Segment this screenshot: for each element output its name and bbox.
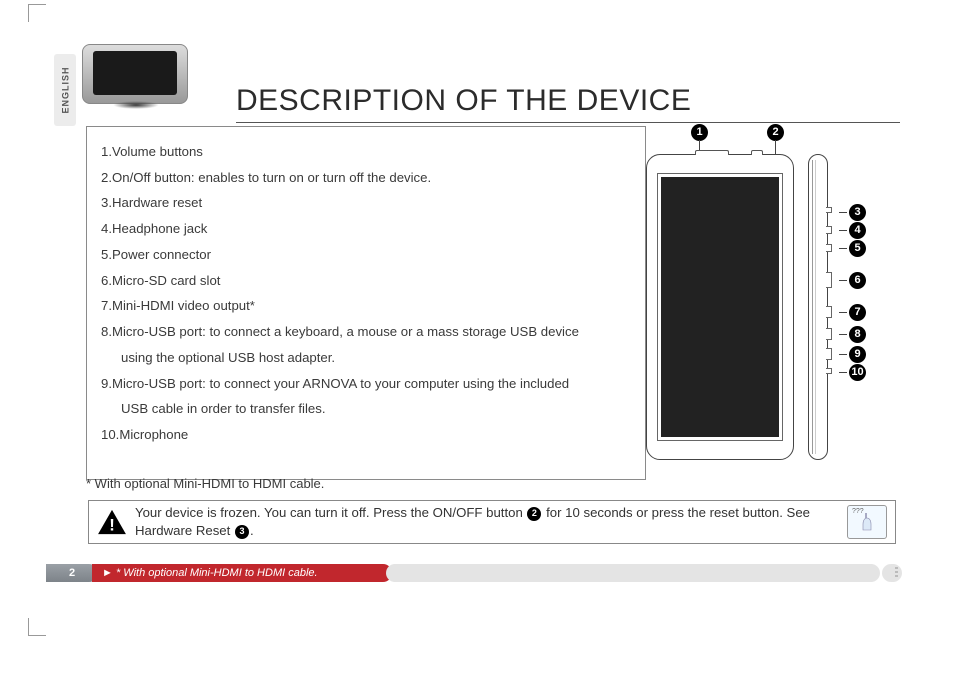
side-callout: 8 [839,326,866,343]
side-shell [808,154,828,460]
side-port [826,306,832,318]
callout-number: 9 [849,346,866,363]
description-item: 1.Volume buttons [101,139,631,165]
side-port [826,226,832,234]
warning-box: ! Your device is frozen. You can turn it… [88,500,896,544]
crop-mark-bl [28,618,46,636]
callout-number: 6 [849,272,866,289]
callout-lead [839,280,847,281]
top-callout-row: 1 2 [661,126,831,154]
side-port [826,272,832,288]
side-callout: 7 [839,304,866,321]
description-item: 2.On/Off button: enables to turn on or t… [101,165,631,191]
side-callout: 4 [839,222,866,239]
footer-bar: 2 ► * With optional Mini-HDMI to HDMI ca… [46,564,902,582]
description-item: 7.Mini-HDMI video output* [101,293,631,319]
warning-post: . [250,523,254,538]
language-label: ENGLISH [60,66,70,113]
footer-note: ► * With optional Mini-HDMI to HDMI cabl… [92,564,392,582]
page-number: 2 [46,564,98,582]
description-list: 1.Volume buttons2.On/Off button: enables… [86,126,646,480]
callout-number: 7 [849,304,866,321]
device-side-diagram [804,154,836,460]
description-item: 3.Hardware reset [101,190,631,216]
footnote: * With optional Mini-HDMI to HDMI cable. [86,476,324,491]
crop-mark-tl [28,4,46,22]
callout-lead [839,230,847,231]
side-callout: 9 [839,346,866,363]
callout-1: 1 [691,124,708,141]
side-port [826,348,832,360]
side-port [826,207,832,213]
description-item: 8.Micro-USB port: to connect a keyboard,… [101,319,631,345]
callout-number: 3 [849,204,866,221]
description-item: 9.Micro-USB port: to connect your ARNOVA… [101,371,631,397]
side-callout: 6 [839,272,866,289]
description-item: 6.Micro-SD card slot [101,268,631,294]
side-callout: 5 [839,240,866,257]
svg-text:!: ! [109,515,115,534]
footer-endcap [882,564,902,582]
description-item: USB cable in order to transfer files. [101,396,631,422]
manual-page: ENGLISH DESCRIPTION OF THE DEVICE 1.Volu… [46,6,946,632]
warning-icon: ! [97,509,127,535]
device-thumbnail [82,44,188,104]
side-callout: 10 [839,364,866,381]
description-item: 5.Power connector [101,242,631,268]
footer-fill [386,564,880,582]
callout-2: 2 [767,124,784,141]
warning-pre: Your device is frozen. You can turn it o… [135,505,526,520]
language-tab: ENGLISH [54,54,76,126]
description-item: using the optional USB host adapter. [101,345,631,371]
callout-number: 10 [849,364,866,381]
page-title: DESCRIPTION OF THE DEVICE [236,84,691,118]
side-callout: 3 [839,204,866,221]
description-item: 10.Microphone [101,422,631,448]
callout-lead [839,248,847,249]
side-callout-column: 345 6 7 8 910 [839,154,865,460]
warning-ref-2: 2 [527,507,541,521]
power-button-outline [751,150,763,155]
device-front-diagram [646,154,794,460]
callout-number: 8 [849,326,866,343]
thumbnail-shadow [113,101,159,109]
question-marks: ??? [852,508,864,515]
side-port [826,368,832,374]
callout-lead [839,312,847,313]
side-port [826,328,832,340]
callout-lead [839,212,847,213]
warning-ref-3: 3 [235,525,249,539]
warning-text: Your device is frozen. You can turn it o… [135,504,839,540]
callout-number: 4 [849,222,866,239]
callout-lead [839,334,847,335]
callout-lead [839,354,847,355]
side-port [826,244,832,252]
volume-button-outline [695,150,729,155]
callout-number: 5 [849,240,866,257]
title-underline [236,122,900,123]
frozen-gesture-icon: ??? [847,505,887,539]
callout-lead [839,372,847,373]
description-item: 4.Headphone jack [101,216,631,242]
